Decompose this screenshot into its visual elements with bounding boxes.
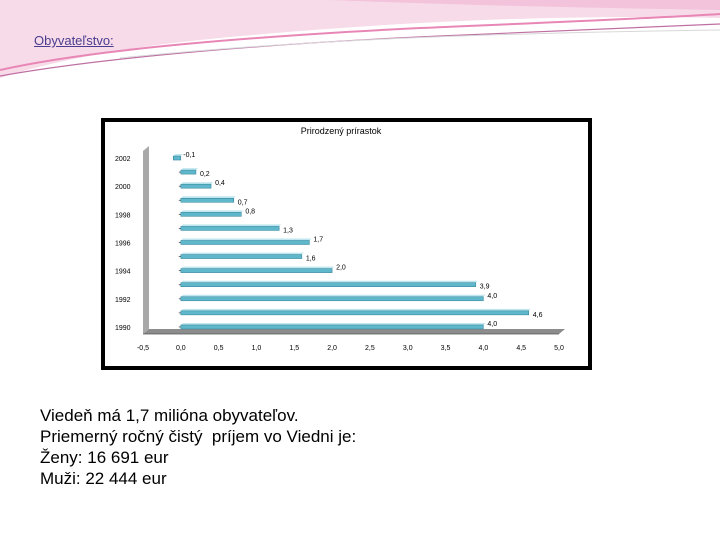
- data-label: 0,4: [215, 180, 225, 187]
- category-label: 2000: [115, 184, 131, 191]
- chart-frame: Prirodzený prírastok -0,1 2002 0,2 0,4 2000 0…: [101, 118, 592, 370]
- category-label: 1992: [115, 297, 131, 304]
- x-tick-label: -0,5: [137, 345, 149, 352]
- bar-top: [180, 294, 486, 297]
- data-label: 1,6: [306, 256, 316, 263]
- bar-top: [180, 322, 486, 325]
- data-label: 4,0: [487, 293, 497, 300]
- header-decoration: [0, 0, 720, 78]
- x-tick-label: 4,0: [478, 345, 488, 352]
- data-label: 4,6: [533, 312, 543, 319]
- data-label: 1,3: [283, 227, 293, 234]
- bar: [180, 240, 310, 245]
- category-label: 1990: [115, 325, 131, 332]
- data-label: 0,8: [245, 208, 255, 215]
- bar-top: [180, 266, 335, 269]
- x-tick-label: 5,0: [554, 345, 564, 352]
- caption-line-women: Ženy: 16 691 eur: [40, 448, 169, 467]
- bar: [180, 254, 303, 259]
- bar-top: [180, 224, 282, 227]
- x-tick-label: 1,5: [289, 345, 299, 352]
- bar: [180, 310, 529, 316]
- chart-side-wall: [143, 146, 149, 334]
- bar: [180, 268, 333, 273]
- data-label: 1,7: [313, 237, 323, 244]
- bar-top: [173, 154, 183, 157]
- bar: [180, 183, 212, 189]
- caption-line-income: Priemerný ročný čistý príjem vo Viedni j…: [40, 427, 357, 446]
- bar-top: [180, 308, 531, 311]
- chart-title: Prirodzený prírastok: [301, 126, 382, 136]
- bar: [180, 169, 197, 175]
- data-label: -0,1: [183, 152, 195, 159]
- x-tick-label: 2,5: [365, 345, 375, 352]
- data-label: 0,7: [238, 199, 248, 206]
- bar: [180, 324, 484, 330]
- bar: [180, 212, 242, 217]
- caption-line-men: Muži: 22 444 eur: [40, 469, 167, 488]
- category-label: 1998: [115, 212, 131, 219]
- bar-top: [180, 252, 304, 255]
- bar-top: [180, 182, 214, 185]
- bar-top: [180, 280, 478, 283]
- bar-chart: Prirodzený prírastok -0,1 2002 0,2 0,4 2000 0…: [105, 122, 588, 366]
- chart-floor: [143, 329, 565, 334]
- data-label: 3,9: [480, 284, 490, 291]
- category-label: 2002: [115, 156, 131, 163]
- x-tick-label: 0,0: [176, 345, 186, 352]
- x-tick-label: 3,5: [441, 345, 451, 352]
- slide-heading: Obyvateľstvo:: [34, 33, 114, 48]
- bar: [180, 226, 280, 231]
- data-label: 4,0: [487, 321, 497, 328]
- x-tick-label: 0,5: [214, 345, 224, 352]
- caption-line-population: Viedeň má 1,7 milióna obyvateľov.: [40, 406, 299, 425]
- bar-top: [180, 168, 198, 171]
- category-label: 1996: [115, 241, 131, 248]
- bar-top: [180, 238, 312, 241]
- x-tick-label: 1,0: [252, 345, 262, 352]
- data-label: 0,2: [200, 171, 210, 178]
- bar-top: [180, 196, 236, 199]
- x-tick-label: 4,5: [516, 345, 526, 352]
- bar: [180, 296, 484, 302]
- bar: [180, 198, 235, 203]
- category-label: 1994: [115, 269, 131, 276]
- data-label: 2,0: [336, 265, 346, 272]
- bar: [173, 155, 182, 161]
- slide-caption: Viedeň má 1,7 milióna obyvateľov. Prieme…: [40, 405, 356, 489]
- x-tick-label: 2,0: [327, 345, 337, 352]
- bar-top: [180, 210, 244, 213]
- x-tick-label: 3,0: [403, 345, 413, 352]
- bar: [180, 282, 477, 287]
